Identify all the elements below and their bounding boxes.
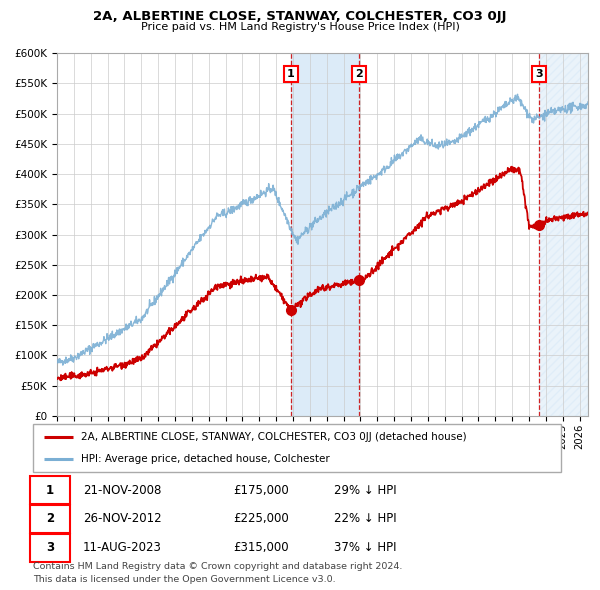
Text: 21-NOV-2008: 21-NOV-2008 xyxy=(83,484,161,497)
Text: 3: 3 xyxy=(46,541,54,554)
FancyBboxPatch shape xyxy=(33,424,561,472)
Text: HPI: Average price, detached house, Colchester: HPI: Average price, detached house, Colc… xyxy=(80,454,329,464)
Text: Contains HM Land Registry data © Crown copyright and database right 2024.: Contains HM Land Registry data © Crown c… xyxy=(33,562,403,571)
FancyBboxPatch shape xyxy=(31,476,70,504)
FancyBboxPatch shape xyxy=(31,534,70,562)
Text: 2: 2 xyxy=(46,512,54,525)
Text: 26-NOV-2012: 26-NOV-2012 xyxy=(83,512,162,525)
Text: 2: 2 xyxy=(355,69,362,79)
Text: £315,000: £315,000 xyxy=(233,541,289,554)
Text: 2A, ALBERTINE CLOSE, STANWAY, COLCHESTER, CO3 0JJ (detached house): 2A, ALBERTINE CLOSE, STANWAY, COLCHESTER… xyxy=(80,432,466,442)
Text: 29% ↓ HPI: 29% ↓ HPI xyxy=(334,484,397,497)
Bar xyxy=(291,53,359,416)
Text: 3: 3 xyxy=(535,69,543,79)
Text: 22% ↓ HPI: 22% ↓ HPI xyxy=(334,512,397,525)
Text: £225,000: £225,000 xyxy=(233,512,289,525)
Text: This data is licensed under the Open Government Licence v3.0.: This data is licensed under the Open Gov… xyxy=(33,575,335,584)
Text: 1: 1 xyxy=(287,69,295,79)
Text: £175,000: £175,000 xyxy=(233,484,289,497)
Text: Price paid vs. HM Land Registry's House Price Index (HPI): Price paid vs. HM Land Registry's House … xyxy=(140,22,460,32)
FancyBboxPatch shape xyxy=(31,505,70,533)
Text: 2A, ALBERTINE CLOSE, STANWAY, COLCHESTER, CO3 0JJ: 2A, ALBERTINE CLOSE, STANWAY, COLCHESTER… xyxy=(93,10,507,23)
Text: 11-AUG-2023: 11-AUG-2023 xyxy=(83,541,162,554)
Bar xyxy=(539,53,588,416)
Text: 37% ↓ HPI: 37% ↓ HPI xyxy=(334,541,397,554)
Text: 1: 1 xyxy=(46,484,54,497)
